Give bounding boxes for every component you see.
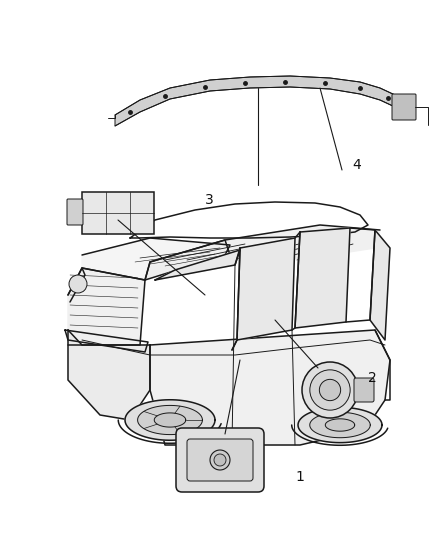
Polygon shape: [155, 250, 240, 280]
Text: 2: 2: [368, 371, 377, 385]
FancyBboxPatch shape: [67, 199, 83, 225]
Polygon shape: [295, 228, 350, 328]
Polygon shape: [68, 268, 145, 345]
FancyBboxPatch shape: [187, 439, 253, 481]
Text: 4: 4: [352, 158, 361, 172]
Polygon shape: [370, 230, 390, 340]
Polygon shape: [298, 407, 382, 442]
Polygon shape: [325, 419, 355, 431]
FancyBboxPatch shape: [392, 94, 416, 120]
Polygon shape: [138, 406, 202, 434]
FancyBboxPatch shape: [354, 378, 374, 402]
Polygon shape: [310, 413, 370, 438]
Circle shape: [310, 370, 350, 410]
FancyBboxPatch shape: [82, 192, 154, 234]
Polygon shape: [150, 225, 380, 265]
FancyBboxPatch shape: [176, 428, 264, 492]
Circle shape: [319, 379, 341, 401]
Polygon shape: [237, 238, 295, 340]
Ellipse shape: [69, 275, 87, 293]
Circle shape: [214, 454, 226, 466]
Polygon shape: [150, 330, 390, 445]
Text: 1: 1: [295, 470, 304, 484]
Text: 3: 3: [205, 193, 214, 207]
Polygon shape: [145, 240, 230, 280]
Polygon shape: [125, 400, 215, 440]
Polygon shape: [115, 76, 400, 126]
Polygon shape: [154, 413, 186, 427]
Circle shape: [302, 362, 358, 418]
Circle shape: [210, 450, 230, 470]
Polygon shape: [68, 330, 150, 420]
Polygon shape: [82, 238, 230, 280]
